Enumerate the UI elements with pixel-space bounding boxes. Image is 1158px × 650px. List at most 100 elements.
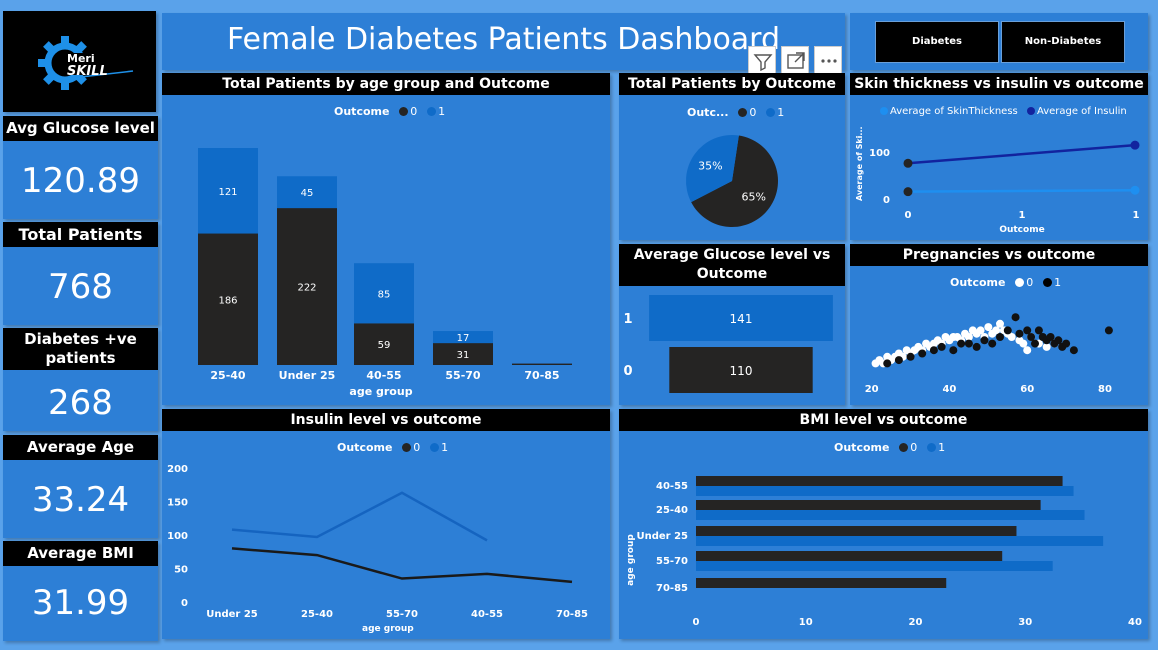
glucose-outcome-chart-panel: Average Glucose level vs Outcome 141 1 110… <box>619 244 845 405</box>
kpi-average-age: Average Age 33.24 <box>3 435 158 538</box>
gear-logo-icon <box>38 36 134 90</box>
data-label: 141 <box>730 312 753 326</box>
x-tick-label: 1 <box>1019 210 1026 221</box>
y-tick-label: Under 25 <box>636 531 688 542</box>
x-tick-label: 1 <box>1133 210 1140 221</box>
legend-dot-skin <box>880 107 888 115</box>
kpi-avg-glucose: Avg Glucose level 120.89 <box>3 116 158 219</box>
legend-dot-0 <box>402 443 412 452</box>
focus-mode-button[interactable] <box>781 46 809 74</box>
x-tick-label: 40 <box>1128 617 1142 628</box>
legend-item-insulin: Average of Insulin <box>1036 106 1127 117</box>
y-tick-label: 25-40 <box>656 505 688 516</box>
scatter-point-0 <box>1023 346 1032 355</box>
data-label: 45 <box>301 188 314 199</box>
x-tick-label: 20 <box>909 617 923 628</box>
data-label: 186 <box>218 295 237 306</box>
scatter-point-1 <box>949 346 958 355</box>
scatter-point-0 <box>1019 339 1028 348</box>
pie-slice-0 <box>691 135 778 227</box>
legend-dot-1 <box>427 107 437 116</box>
chart-title: Insulin level vs outcome <box>162 409 610 431</box>
kpi-label: Avg Glucose level <box>3 116 158 141</box>
series-point <box>903 158 913 168</box>
bar-segment-0 <box>512 363 572 365</box>
kpi-label: Average Age <box>3 435 158 460</box>
glucose-outcome-bar-chart: 141 1 110 0 <box>623 295 833 393</box>
bar-segment-1 <box>696 510 1085 520</box>
slicer-diabetes-button[interactable]: Diabetes <box>875 21 999 63</box>
bar-segment-0 <box>696 551 1003 561</box>
insulin-chart-panel: Insulin level vs outcome Outcome 0 1 0 50… <box>162 409 610 639</box>
scatter-point-0 <box>976 326 985 335</box>
scatter-point-0 <box>964 333 973 341</box>
series-line-1 <box>231 491 488 542</box>
kpi-value: 768 <box>48 267 113 307</box>
chart-title: Skin thickness vs insulin vs outcome <box>850 73 1148 95</box>
y-tick-label: 0 <box>181 598 188 609</box>
chart-legend: Average of SkinThickness Average of Insu… <box>874 106 1127 117</box>
scatter-point-1 <box>972 342 981 351</box>
scatter-point-1 <box>1023 326 1032 335</box>
x-tick-label: 30 <box>1018 617 1032 628</box>
scatter-point-1 <box>1062 339 1071 348</box>
series-line <box>907 143 1136 165</box>
scatter-point-1 <box>964 339 973 348</box>
x-tick-label: 0 <box>905 210 912 221</box>
scatter-point-0 <box>1042 342 1051 351</box>
focus-mode-icon <box>787 52 805 69</box>
skin-insulin-chart-panel: Skin thickness vs insulin vs outcome Ave… <box>850 73 1148 240</box>
data-label: 59 <box>378 340 391 351</box>
bar-segment-1 <box>696 486 1074 496</box>
scatter-point-0 <box>992 326 1001 335</box>
chart-legend: Outcome 0 1 <box>337 441 448 454</box>
chart-legend: Outcome 0 1 <box>834 441 945 454</box>
x-tick-label: 70-85 <box>524 369 559 382</box>
x-tick-label: 0 <box>693 617 700 628</box>
x-tick-label: 10 <box>799 617 813 628</box>
kpi-value: 31.99 <box>31 583 130 623</box>
chart-title: Total Patients by Outcome <box>619 73 845 95</box>
outcome-pie-panel: Total Patients by Outcome Outc... 0 1 65… <box>619 73 845 240</box>
x-tick-label: 55-70 <box>386 609 418 620</box>
y-tick-label: 50 <box>174 565 188 576</box>
data-label: 110 <box>730 364 753 378</box>
scatter-point-1 <box>929 346 938 355</box>
bar-segment-0 <box>198 233 258 365</box>
scatter-point-1 <box>918 349 927 358</box>
title-panel: Female Diabetes Patients Dashboard <box>162 13 845 70</box>
y-axis-label: Average of Ski... <box>855 126 864 201</box>
legend-dot-insulin <box>1026 107 1035 115</box>
x-tick-label: 40-55 <box>471 609 503 620</box>
scatter-point-0 <box>1007 333 1016 341</box>
bar-segment-0 <box>433 343 493 365</box>
x-tick-label: 70-85 <box>556 609 588 620</box>
more-options-button[interactable] <box>814 46 842 74</box>
x-axis-label: Outcome <box>999 225 1044 235</box>
filter-button[interactable] <box>748 46 776 74</box>
data-label: 17 <box>457 333 470 344</box>
logo-panel: Meri SKILL <box>3 11 156 112</box>
chart-title: Pregnancies vs outcome <box>850 244 1148 266</box>
slicer-non-diabetes-button[interactable]: Non-Diabetes <box>1001 21 1125 63</box>
kpi-total-patients: Total Patients 768 <box>3 222 158 325</box>
legend-dot-0 <box>738 108 748 117</box>
legend-dot-1 <box>430 443 440 452</box>
kpi-value: 268 <box>48 383 113 423</box>
scatter-point-1 <box>883 359 892 368</box>
legend-item-1: 1 <box>938 441 946 454</box>
x-tick-label: 40 <box>942 384 956 395</box>
kpi-label: Average BMI <box>3 541 158 566</box>
series-point <box>903 187 913 197</box>
kpi-value: 120.89 <box>21 161 140 201</box>
legend-item-0: 0 <box>910 441 918 454</box>
scatter-point-1 <box>1031 339 1039 348</box>
data-label: 31 <box>457 350 470 361</box>
legend-item-1: 1 <box>438 105 446 118</box>
y-tick-label: 150 <box>167 498 188 509</box>
chart-title: Average Glucose level vs Outcome <box>619 244 845 286</box>
pregnancies-scatter-chart: 20 40 60 80 <box>865 313 1113 395</box>
legend-title: Outcome <box>334 105 390 118</box>
page-title: Female Diabetes Patients Dashboard <box>226 22 781 57</box>
legend-title: Outcome <box>950 276 1006 289</box>
